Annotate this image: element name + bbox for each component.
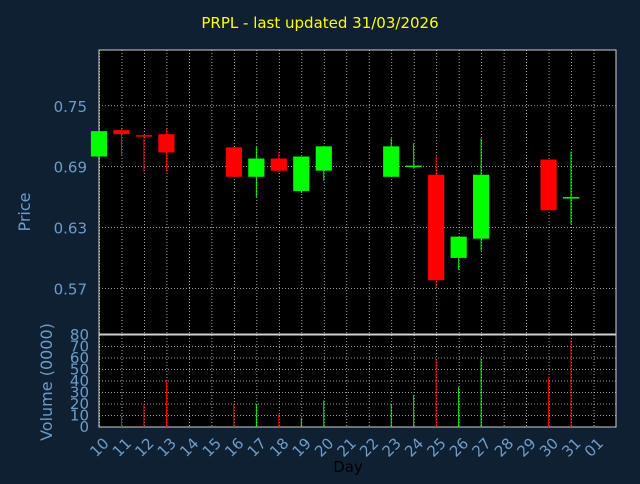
volume-tick-label: 0 [79,418,89,436]
x-axis-label: Day [333,458,363,476]
price-tick-label: 0.57 [54,280,87,298]
volume-tick-label: 30 [70,384,89,402]
candle-body [428,174,445,281]
candle-body [315,146,332,171]
volume-tick-label: 50 [70,361,89,379]
volume-tick-label: 80 [70,326,89,344]
candle-body [270,158,287,171]
price-tick-label: 0.75 [54,98,87,116]
candle-body [248,158,265,177]
volume-tick-label: 10 [70,407,89,425]
candle-body [540,159,557,211]
candle-body [473,174,490,239]
volume-tick-label: 60 [70,349,89,367]
candle-body [90,131,108,157]
volume-tick-label: 70 [70,338,89,356]
candle-body [383,146,400,177]
candle-body [135,135,153,137]
candle-body [113,130,130,135]
price-axis-label: Price [15,192,34,231]
volume-tick-label: 20 [70,395,89,413]
candle-body [562,197,580,199]
candle-body [225,147,242,177]
candle-body [405,165,422,168]
price-tick-label: 0.63 [54,220,87,238]
price-panel [98,49,617,335]
candle-body [450,236,467,258]
volume-axis-label: Volume (0000) [37,323,56,441]
price-tick-label: 0.69 [54,159,87,177]
x-tick-label: 01 [581,434,607,460]
candle-body [158,134,175,153]
candle-body [293,156,310,191]
chart-title: PRPL - last updated 31/03/2026 [201,14,439,32]
volume-tick-label: 40 [70,372,89,390]
